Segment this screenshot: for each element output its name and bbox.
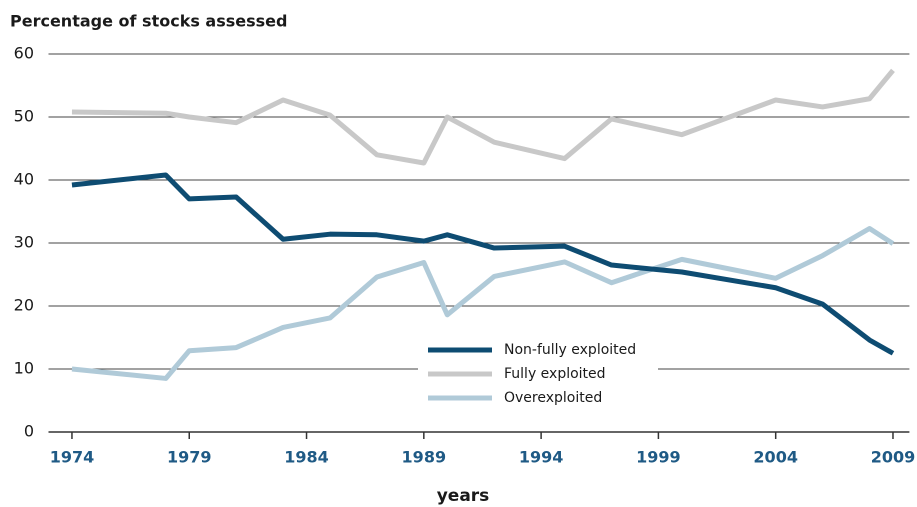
y-tick-label: 30: [14, 233, 34, 252]
x-tick-label: 1984: [284, 448, 329, 467]
y-axis-label: Percentage of stocks assessed: [10, 12, 287, 31]
series-line: [71, 68, 895, 166]
y-tick-label: 40: [14, 170, 34, 189]
series-line: [71, 172, 895, 356]
legend-label: Fully exploited: [504, 366, 606, 382]
y-tick-label: 10: [14, 359, 34, 378]
x-tick-label: 2004: [753, 448, 798, 467]
y-tick-label: 20: [14, 296, 34, 315]
x-tick-label: 1989: [402, 448, 447, 467]
y-tick-label: 60: [14, 44, 34, 63]
legend-label: Overexploited: [504, 390, 602, 406]
x-tick-label: 2009: [871, 448, 916, 467]
series-line: [71, 226, 895, 381]
x-tick-label: 1994: [519, 448, 564, 467]
x-axis-label: years: [437, 486, 490, 506]
x-tick-label: 1979: [167, 448, 212, 467]
x-tick-label: 1974: [50, 448, 95, 467]
legend-label: Non-fully exploited: [504, 342, 636, 358]
y-tick-label: 0: [24, 422, 34, 441]
y-tick-label: 50: [14, 107, 34, 126]
x-tick-label: 1999: [636, 448, 681, 467]
